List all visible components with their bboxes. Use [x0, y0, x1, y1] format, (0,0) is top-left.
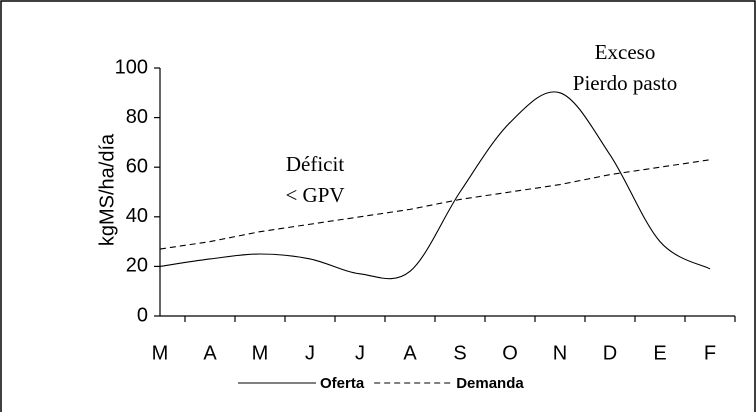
y-tick-label: 80: [126, 106, 148, 128]
legend-label: Demanda: [456, 375, 524, 392]
y-tick-label: 0: [137, 304, 148, 326]
annotation: Pierdo pasto: [573, 71, 677, 95]
annotation: Exceso: [595, 40, 656, 64]
x-tick-label: M: [252, 342, 269, 364]
x-tick-label: D: [603, 342, 617, 364]
x-tick-label: J: [355, 342, 365, 364]
x-tick-label: E: [653, 342, 666, 364]
annotation: Déficit: [286, 152, 344, 176]
x-tick-label: F: [704, 342, 716, 364]
x-tick-label: O: [502, 342, 518, 364]
x-tick-label: J: [305, 342, 315, 364]
legend-label: Oferta: [320, 375, 365, 392]
series-line: [159, 159, 711, 250]
y-tick-label: 40: [126, 205, 148, 227]
x-tick-label: A: [203, 342, 217, 364]
annotation: < GPV: [285, 183, 344, 207]
x-tick-label: M: [152, 342, 169, 364]
x-tick-label: S: [453, 342, 466, 364]
y-tick-label: 60: [126, 155, 148, 177]
x-tick-label: N: [553, 342, 567, 364]
y-tick-label: 100: [115, 56, 148, 78]
y-axis-label: kgMS/ha/día: [96, 133, 118, 246]
x-tick-label: A: [403, 342, 417, 364]
y-tick-label: 20: [126, 255, 148, 277]
series-line: [159, 91, 711, 280]
